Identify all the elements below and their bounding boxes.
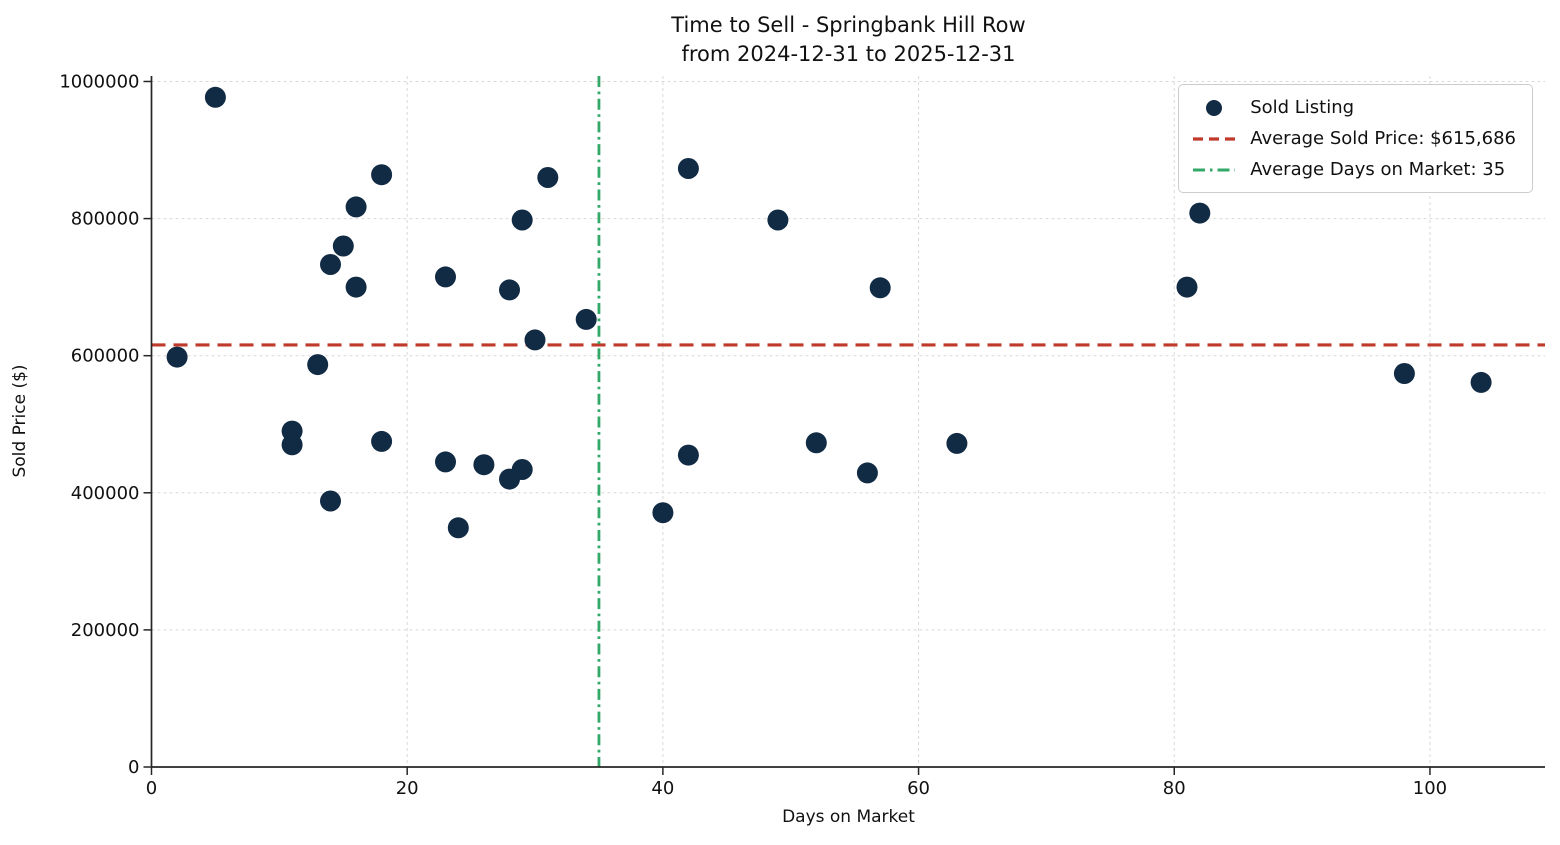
data-point [435, 266, 456, 288]
chart-title-line2: from 2024-12-31 to 2025-12-31 [681, 42, 1016, 66]
data-point [345, 276, 367, 298]
y-tick-label: 600000 [71, 346, 140, 367]
y-axis-title: Sold Price ($) [10, 364, 30, 478]
data-point [524, 329, 546, 351]
data-point [447, 517, 469, 539]
x-axis-title: Days on Market [782, 807, 915, 827]
legend: Sold Listing Average Sold Price: $615,68… [1178, 84, 1533, 193]
data-point [511, 209, 533, 231]
data-point [946, 432, 968, 454]
data-point [1176, 276, 1198, 298]
legend-label-sold-listing: Sold Listing [1250, 97, 1355, 118]
data-point [307, 354, 329, 376]
legend-label-average-sold-price: Average Sold Price: $615,686 [1250, 128, 1516, 149]
x-tick-label: 60 [907, 778, 930, 799]
x-tick-label: 0 [146, 778, 157, 799]
average-days-dash-dot-line-icon [1193, 168, 1236, 171]
data-point [1393, 363, 1415, 384]
data-point [575, 308, 597, 330]
data-point [652, 502, 674, 524]
data-point [204, 86, 226, 108]
data-point [320, 490, 341, 512]
legend-item-sold-listing: Sold Listing [1191, 94, 1516, 121]
y-tick-label: 1000000 [59, 71, 139, 92]
data-point [332, 235, 354, 257]
legend-item-average-days-on-market: Average Days on Market: 35 [1191, 156, 1516, 183]
y-tick-label: 200000 [71, 620, 140, 641]
data-point [805, 432, 827, 454]
average-price-dashed-line-icon [1193, 136, 1236, 141]
data-point [320, 254, 341, 275]
data-point [767, 209, 789, 231]
data-point [166, 346, 188, 368]
x-tick-label: 40 [651, 778, 674, 799]
data-point [856, 462, 878, 484]
data-point [677, 444, 699, 466]
data-point [499, 279, 520, 301]
data-point [435, 451, 456, 473]
data-point [511, 459, 533, 480]
data-point [281, 434, 303, 456]
chart-title-line1: Time to Sell - Springbank Hill Row [671, 13, 1026, 37]
y-tick-label: 0 [128, 757, 139, 778]
legend-label-average-days-on-market: Average Days on Market: 35 [1250, 159, 1506, 180]
x-tick-label: 100 [1413, 778, 1447, 799]
data-point [869, 277, 891, 299]
y-tick-label: 800000 [71, 209, 140, 230]
data-point [473, 454, 495, 476]
data-point [537, 167, 559, 188]
y-tick-label: 400000 [71, 483, 140, 504]
data-point [1189, 202, 1211, 224]
x-tick-label: 80 [1163, 778, 1186, 799]
x-tick-label: 20 [396, 778, 419, 799]
data-point [371, 430, 393, 452]
legend-item-average-sold-price: Average Sold Price: $615,686 [1191, 125, 1516, 152]
data-point [677, 158, 699, 179]
chart-title: Time to Sell - Springbank Hill Row from … [152, 11, 1545, 69]
data-point [345, 196, 367, 218]
data-point [1470, 371, 1492, 393]
data-point [371, 164, 393, 186]
sold-listing-marker-icon [1206, 99, 1223, 116]
